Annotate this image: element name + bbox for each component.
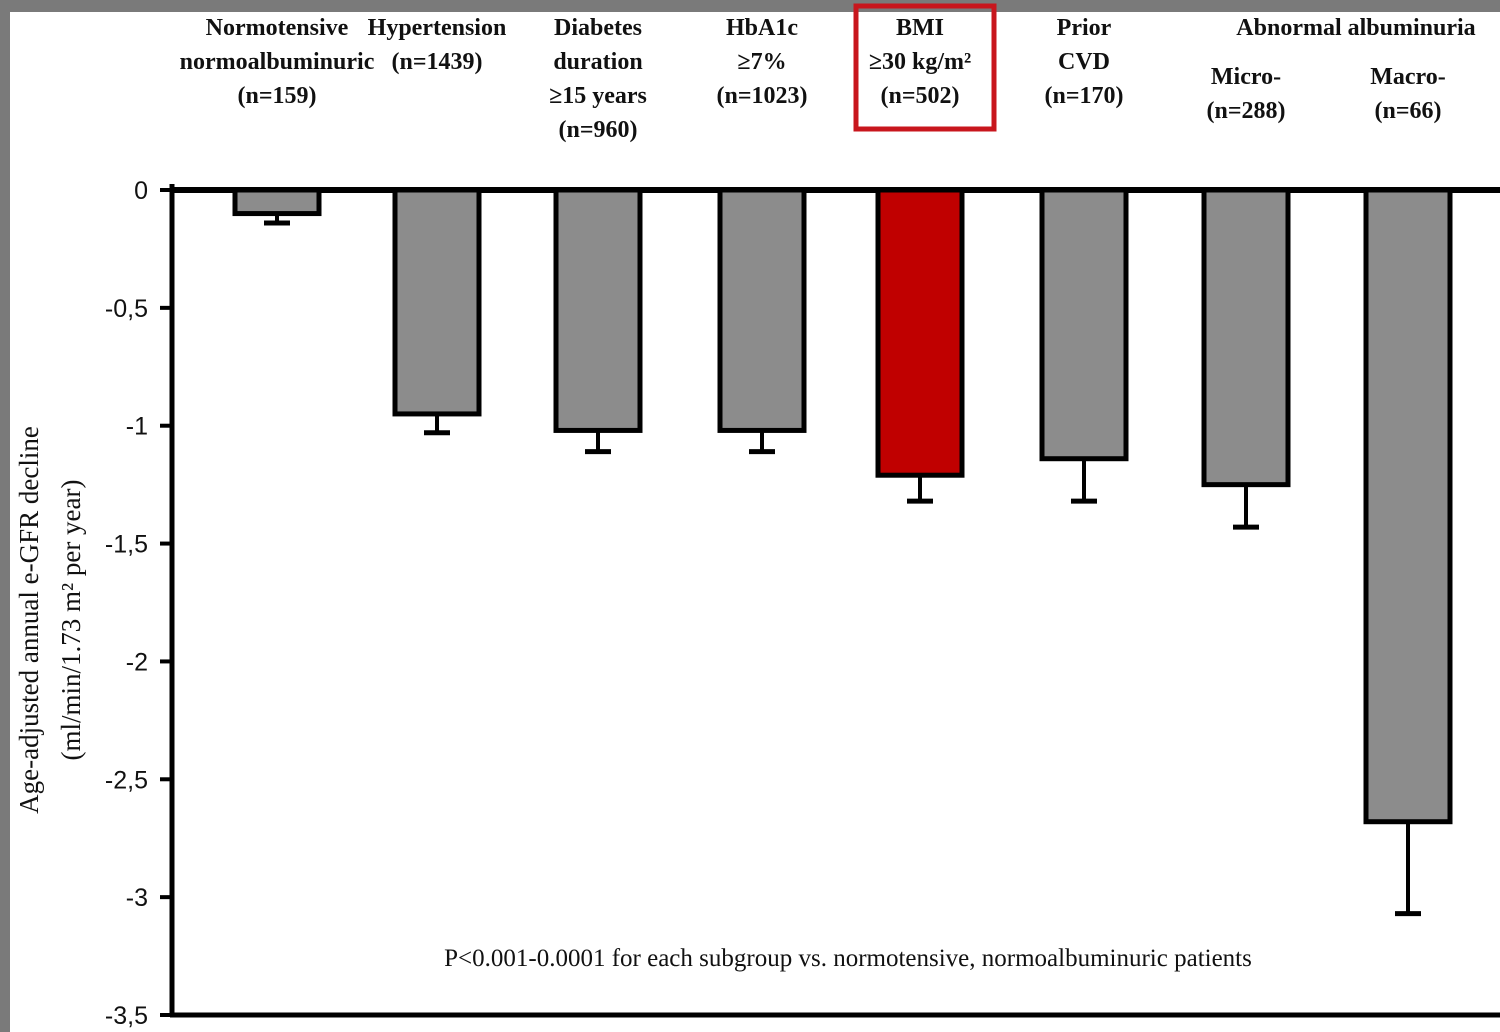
- bar: [1363, 187, 1453, 825]
- y-tick-label: -1: [126, 413, 148, 441]
- category-label: (n=960): [558, 117, 637, 143]
- category-label: ≥15 years: [549, 83, 647, 109]
- bar: [232, 187, 322, 217]
- y-tick-label: -1,5: [105, 531, 148, 559]
- category-label: Macro-: [1370, 64, 1446, 90]
- y-tick-label: -3,5: [105, 1002, 148, 1030]
- category-label: (n=159): [237, 83, 316, 109]
- chart-background: [10, 12, 1500, 1032]
- bar: [1039, 187, 1129, 462]
- category-label: duration: [553, 49, 642, 75]
- category-label: (n=1023): [716, 83, 807, 109]
- category-label: (n=502): [880, 83, 959, 109]
- y-axis-label-line2: (ml/min/1.73 m² per year): [56, 479, 86, 760]
- bar: [717, 187, 807, 433]
- category-label: BMI: [896, 15, 944, 41]
- category-label: (n=66): [1374, 98, 1441, 124]
- category-label: Normotensive: [206, 15, 349, 41]
- category-label: (n=170): [1044, 83, 1123, 109]
- category-labels: Normotensive normoalbuminuric (n=159) Hyper…: [180, 3, 1446, 143]
- category-label: (n=1439): [391, 49, 482, 75]
- category-label: ≥7%: [737, 49, 786, 75]
- category-label: HbA1c: [726, 15, 798, 41]
- y-tick-label: -0,5: [105, 295, 148, 323]
- bar: [875, 187, 965, 478]
- category-label: Hypertension: [368, 15, 507, 41]
- bar: [392, 187, 482, 417]
- y-tick-label: -2: [126, 648, 148, 676]
- y-tick-label: -3: [126, 884, 148, 912]
- bars: [232, 187, 1453, 917]
- group-header: Abnormal albuminuria: [1236, 15, 1475, 41]
- axes: 0 -0,5 -1 -1,5 -2 -2,5 -3 -3,5: [105, 177, 1500, 1030]
- significance-note: P<0.001-0.0001 for each subgroup vs. nor…: [444, 945, 1252, 972]
- category-label: normoalbuminuric: [180, 49, 375, 75]
- category-label: (n=288): [1206, 98, 1285, 124]
- category-label: CVD: [1058, 49, 1110, 75]
- category-label: ≥30 kg/m²: [869, 49, 971, 75]
- category-label: Prior: [1057, 15, 1112, 41]
- category-label: Diabetes: [554, 15, 642, 41]
- y-tick-label: -2,5: [105, 766, 148, 794]
- bar: [553, 187, 643, 433]
- category-label: Micro-: [1211, 64, 1281, 90]
- bar: [1201, 187, 1291, 488]
- y-tick-label: 0: [134, 177, 148, 205]
- y-axis-label-line1: Age-adjusted annual e-GFR decline: [14, 426, 44, 814]
- highlight-box: [853, 3, 997, 132]
